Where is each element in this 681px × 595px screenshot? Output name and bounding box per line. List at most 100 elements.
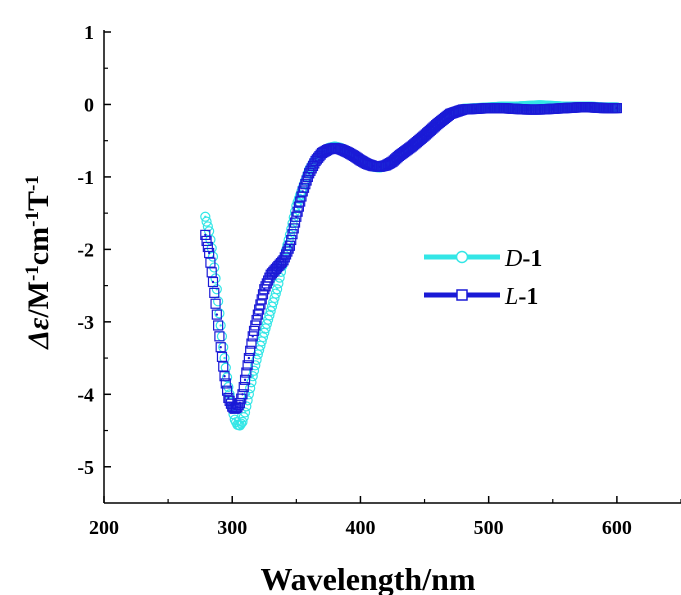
series-marker bbox=[229, 403, 240, 414]
x-tick-label: 400 bbox=[345, 517, 375, 539]
axes: 1 0 -1 -2 -3 -4 -5 200 300 400 500 600 bbox=[77, 22, 681, 539]
data-point bbox=[500, 106, 503, 110]
data-point bbox=[223, 374, 226, 378]
data-point bbox=[269, 273, 272, 276]
data-point bbox=[219, 346, 222, 349]
y-tick-label: -5 bbox=[77, 457, 94, 479]
data-point bbox=[295, 215, 298, 218]
legend-marker-d1 bbox=[455, 250, 469, 264]
series-marker bbox=[275, 258, 287, 269]
data-point bbox=[314, 159, 317, 163]
data-point bbox=[487, 106, 490, 110]
data-point bbox=[223, 356, 226, 360]
data-point bbox=[551, 107, 554, 111]
series-marker bbox=[223, 381, 234, 393]
series-marker bbox=[221, 372, 233, 383]
data-point bbox=[243, 378, 247, 382]
data-point bbox=[301, 190, 304, 193]
y-title-sup-2: -1 bbox=[22, 211, 43, 227]
data-point bbox=[204, 233, 207, 237]
data-point bbox=[397, 154, 401, 158]
data-point bbox=[282, 259, 285, 262]
series-marker bbox=[202, 241, 213, 253]
legend-label-d1: D-1 bbox=[504, 246, 542, 272]
series-marker bbox=[272, 284, 283, 295]
data-point bbox=[352, 154, 356, 158]
series-marker bbox=[245, 345, 256, 356]
y-tick-label: -4 bbox=[77, 384, 94, 406]
data-point bbox=[269, 309, 272, 313]
series-marker bbox=[219, 371, 230, 382]
series-marker bbox=[284, 240, 296, 251]
data-point bbox=[436, 122, 439, 126]
data-point bbox=[538, 108, 542, 111]
data-point bbox=[590, 106, 593, 109]
series-marker bbox=[213, 296, 224, 307]
data-point bbox=[207, 251, 211, 255]
data-point bbox=[247, 356, 251, 360]
y-title-unit-t: T bbox=[22, 191, 55, 211]
data-point bbox=[219, 324, 222, 327]
series-marker bbox=[247, 331, 258, 342]
data-point bbox=[263, 288, 266, 291]
series-marker bbox=[246, 338, 257, 349]
series-marker bbox=[273, 278, 284, 289]
data-point bbox=[231, 405, 234, 408]
legend-label-l1: L-1 bbox=[504, 284, 538, 310]
series-marker bbox=[233, 400, 244, 411]
data-point bbox=[236, 406, 239, 409]
data-point bbox=[365, 162, 369, 166]
series-marker bbox=[207, 251, 219, 262]
legend-marker-l1 bbox=[456, 289, 468, 301]
y-tick-label: -2 bbox=[77, 239, 94, 261]
data-point bbox=[564, 106, 567, 110]
series-marker bbox=[214, 308, 225, 319]
series-marker bbox=[242, 360, 253, 371]
series-marker bbox=[270, 288, 281, 299]
y-tick-label: -1 bbox=[77, 167, 94, 189]
data-point bbox=[204, 215, 207, 218]
series-marker bbox=[300, 179, 311, 190]
series-marker bbox=[286, 234, 297, 246]
y-axis-title: Δε/M-1cm-1T-1 bbox=[22, 175, 56, 350]
series-marker bbox=[297, 186, 308, 197]
series-marker bbox=[243, 352, 254, 364]
data-point bbox=[251, 335, 254, 338]
series-marker bbox=[237, 389, 248, 400]
data-point bbox=[384, 164, 388, 167]
series-marker bbox=[206, 267, 217, 278]
series-marker bbox=[205, 257, 216, 268]
data-point bbox=[256, 353, 260, 356]
series-marker bbox=[248, 365, 260, 376]
data-point bbox=[263, 331, 266, 334]
series-marker bbox=[209, 287, 220, 298]
series-marker bbox=[200, 229, 211, 240]
x-tick-label: 600 bbox=[602, 517, 632, 539]
data-point bbox=[602, 106, 606, 110]
x-ticks: 200 300 400 500 600 bbox=[89, 496, 681, 539]
legend-item-d1: D-1 bbox=[424, 246, 542, 272]
data-point bbox=[372, 164, 375, 168]
y-title-epsilon: ε bbox=[22, 317, 55, 330]
data-point bbox=[474, 107, 478, 111]
series-marker bbox=[210, 298, 221, 309]
data-point bbox=[577, 106, 580, 109]
series-marker bbox=[245, 383, 256, 394]
data-point bbox=[525, 108, 529, 111]
data-point bbox=[320, 151, 324, 155]
x-tick-label: 200 bbox=[89, 517, 119, 539]
series-marker bbox=[220, 378, 231, 389]
y-ticks: 1 0 -1 -2 -3 -4 -5 bbox=[77, 22, 111, 479]
series-marker bbox=[215, 342, 226, 353]
x-tick-label: 300 bbox=[217, 517, 247, 539]
y-title-unit-cm: cm bbox=[22, 227, 55, 265]
series-marker bbox=[211, 284, 222, 295]
data-point bbox=[251, 374, 254, 378]
series-marker bbox=[287, 229, 298, 240]
data-point bbox=[288, 244, 292, 247]
data-point bbox=[615, 106, 619, 110]
series-marker bbox=[216, 331, 228, 342]
series-marker bbox=[210, 273, 221, 284]
legend: D-1 L-1 bbox=[424, 246, 542, 310]
series-l-1 bbox=[200, 102, 622, 414]
